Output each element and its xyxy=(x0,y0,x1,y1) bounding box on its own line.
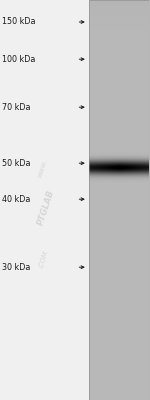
Text: 50 kDa: 50 kDa xyxy=(2,159,30,168)
Text: 100 kDa: 100 kDa xyxy=(2,55,35,64)
Bar xyxy=(89,0,149,400)
Text: 30 kDa: 30 kDa xyxy=(2,263,30,272)
Text: 70 kDa: 70 kDa xyxy=(2,103,30,112)
Text: PTGLAB: PTGLAB xyxy=(36,189,57,227)
Text: .COM: .COM xyxy=(38,250,49,270)
Text: 150 kDa: 150 kDa xyxy=(2,18,35,26)
Text: 40 kDa: 40 kDa xyxy=(2,195,30,204)
Text: www.: www. xyxy=(36,158,48,178)
